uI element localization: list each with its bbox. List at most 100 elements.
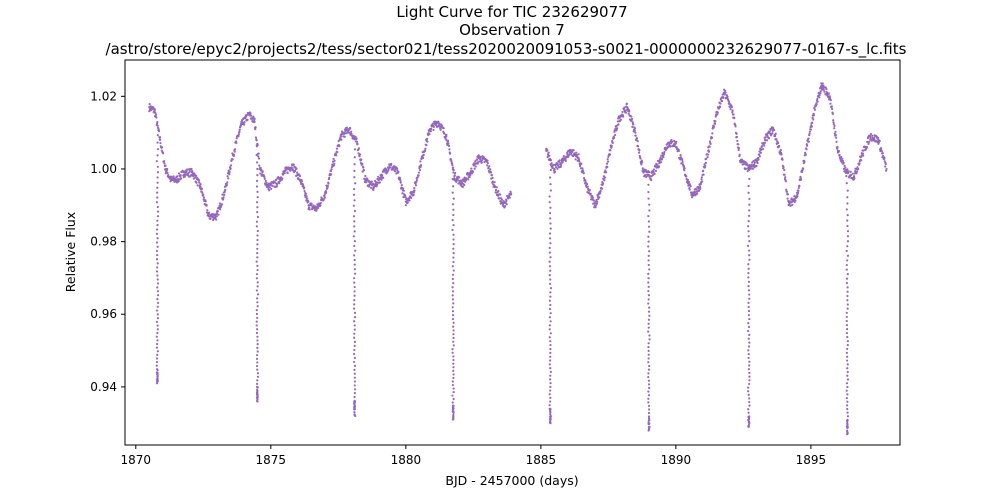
flux-point bbox=[467, 178, 470, 181]
flux-point bbox=[631, 125, 634, 128]
flux-point bbox=[592, 199, 595, 202]
transit-point bbox=[156, 305, 159, 308]
flux-point bbox=[491, 176, 494, 179]
flux-point bbox=[324, 189, 327, 193]
transit-point bbox=[549, 212, 552, 215]
transit-point bbox=[846, 202, 849, 205]
flux-point bbox=[849, 170, 852, 174]
transit-point bbox=[156, 245, 159, 248]
flux-point bbox=[853, 177, 856, 180]
flux-point bbox=[161, 146, 164, 149]
flux-point bbox=[758, 155, 762, 158]
flux-point bbox=[453, 175, 456, 178]
flux-point bbox=[332, 157, 335, 161]
flux-point bbox=[599, 189, 602, 192]
flux-point bbox=[688, 188, 691, 191]
flux-point bbox=[652, 168, 656, 171]
flux-point bbox=[719, 102, 722, 105]
flux-point bbox=[485, 160, 488, 163]
transit-point bbox=[255, 185, 259, 188]
transit-point bbox=[352, 137, 356, 140]
transit-point bbox=[451, 168, 455, 171]
flux-point bbox=[767, 137, 771, 140]
flux-point bbox=[215, 218, 218, 221]
transit-point bbox=[747, 408, 750, 411]
flux-point bbox=[228, 173, 231, 176]
flux-point bbox=[769, 128, 772, 131]
transit-point bbox=[647, 368, 651, 371]
flux-point bbox=[339, 135, 343, 138]
flux-point bbox=[369, 182, 372, 185]
flux-point bbox=[209, 217, 212, 220]
flux-point bbox=[680, 162, 683, 165]
transit-point bbox=[747, 386, 750, 389]
transit-point bbox=[647, 404, 651, 408]
transit-point bbox=[845, 332, 849, 335]
flux-point bbox=[594, 206, 597, 209]
flux-point bbox=[835, 140, 838, 143]
flux-point bbox=[348, 131, 351, 134]
transit-point bbox=[747, 235, 750, 238]
flux-point bbox=[358, 153, 362, 156]
y-tick-label: 0.98 bbox=[90, 235, 117, 249]
flux-point bbox=[414, 184, 418, 187]
transit-point bbox=[549, 340, 552, 343]
flux-point bbox=[177, 172, 181, 175]
flux-point bbox=[753, 163, 756, 166]
transit-point bbox=[748, 400, 751, 404]
flux-point bbox=[843, 164, 846, 167]
flux-point bbox=[869, 132, 873, 136]
flux-point bbox=[243, 123, 246, 126]
transit-point bbox=[353, 294, 356, 297]
transit-point bbox=[255, 391, 259, 394]
transit-point bbox=[353, 348, 356, 352]
flux-point bbox=[179, 177, 183, 180]
y-tick-label: 0.96 bbox=[90, 307, 117, 321]
transit-point bbox=[548, 307, 552, 311]
transit-point bbox=[747, 230, 750, 233]
flux-point bbox=[423, 149, 427, 153]
transit-point bbox=[647, 235, 650, 238]
flux-point bbox=[832, 119, 835, 122]
flux-point bbox=[816, 97, 819, 101]
flux-point bbox=[711, 132, 714, 135]
transit-point bbox=[647, 173, 650, 177]
flux-point bbox=[726, 95, 729, 98]
transit-point bbox=[549, 347, 552, 351]
flux-point bbox=[237, 133, 240, 136]
transit-point bbox=[647, 361, 650, 364]
transit-point bbox=[451, 306, 454, 309]
flux-point bbox=[617, 123, 620, 126]
flux-point bbox=[702, 169, 705, 172]
transit-point bbox=[549, 378, 552, 381]
flux-point bbox=[813, 106, 816, 109]
transit-point bbox=[747, 191, 750, 194]
flux-point bbox=[199, 182, 202, 186]
flux-point bbox=[343, 132, 346, 135]
flux-point bbox=[660, 157, 664, 161]
flux-point bbox=[426, 137, 429, 140]
transit-point bbox=[846, 363, 849, 366]
transit-point bbox=[155, 249, 158, 253]
flux-point bbox=[238, 130, 241, 133]
flux-point bbox=[435, 123, 438, 126]
flux-point bbox=[167, 174, 170, 177]
flux-point bbox=[682, 167, 686, 171]
transit-point bbox=[846, 189, 849, 192]
flux-point bbox=[802, 167, 805, 170]
flux-point bbox=[438, 125, 441, 128]
flux-point bbox=[721, 100, 724, 103]
flux-point bbox=[885, 167, 888, 171]
transit-point bbox=[647, 326, 650, 329]
flux-point bbox=[657, 165, 661, 168]
flux-point bbox=[644, 174, 647, 177]
flux-point bbox=[616, 120, 619, 123]
transit-point bbox=[156, 154, 159, 157]
flux-point bbox=[355, 140, 358, 143]
transit-point bbox=[256, 297, 259, 300]
flux-point bbox=[632, 123, 635, 126]
flux-point bbox=[220, 203, 223, 206]
transit-point bbox=[647, 379, 651, 382]
flux-point bbox=[860, 159, 863, 162]
flux-point bbox=[884, 162, 887, 166]
